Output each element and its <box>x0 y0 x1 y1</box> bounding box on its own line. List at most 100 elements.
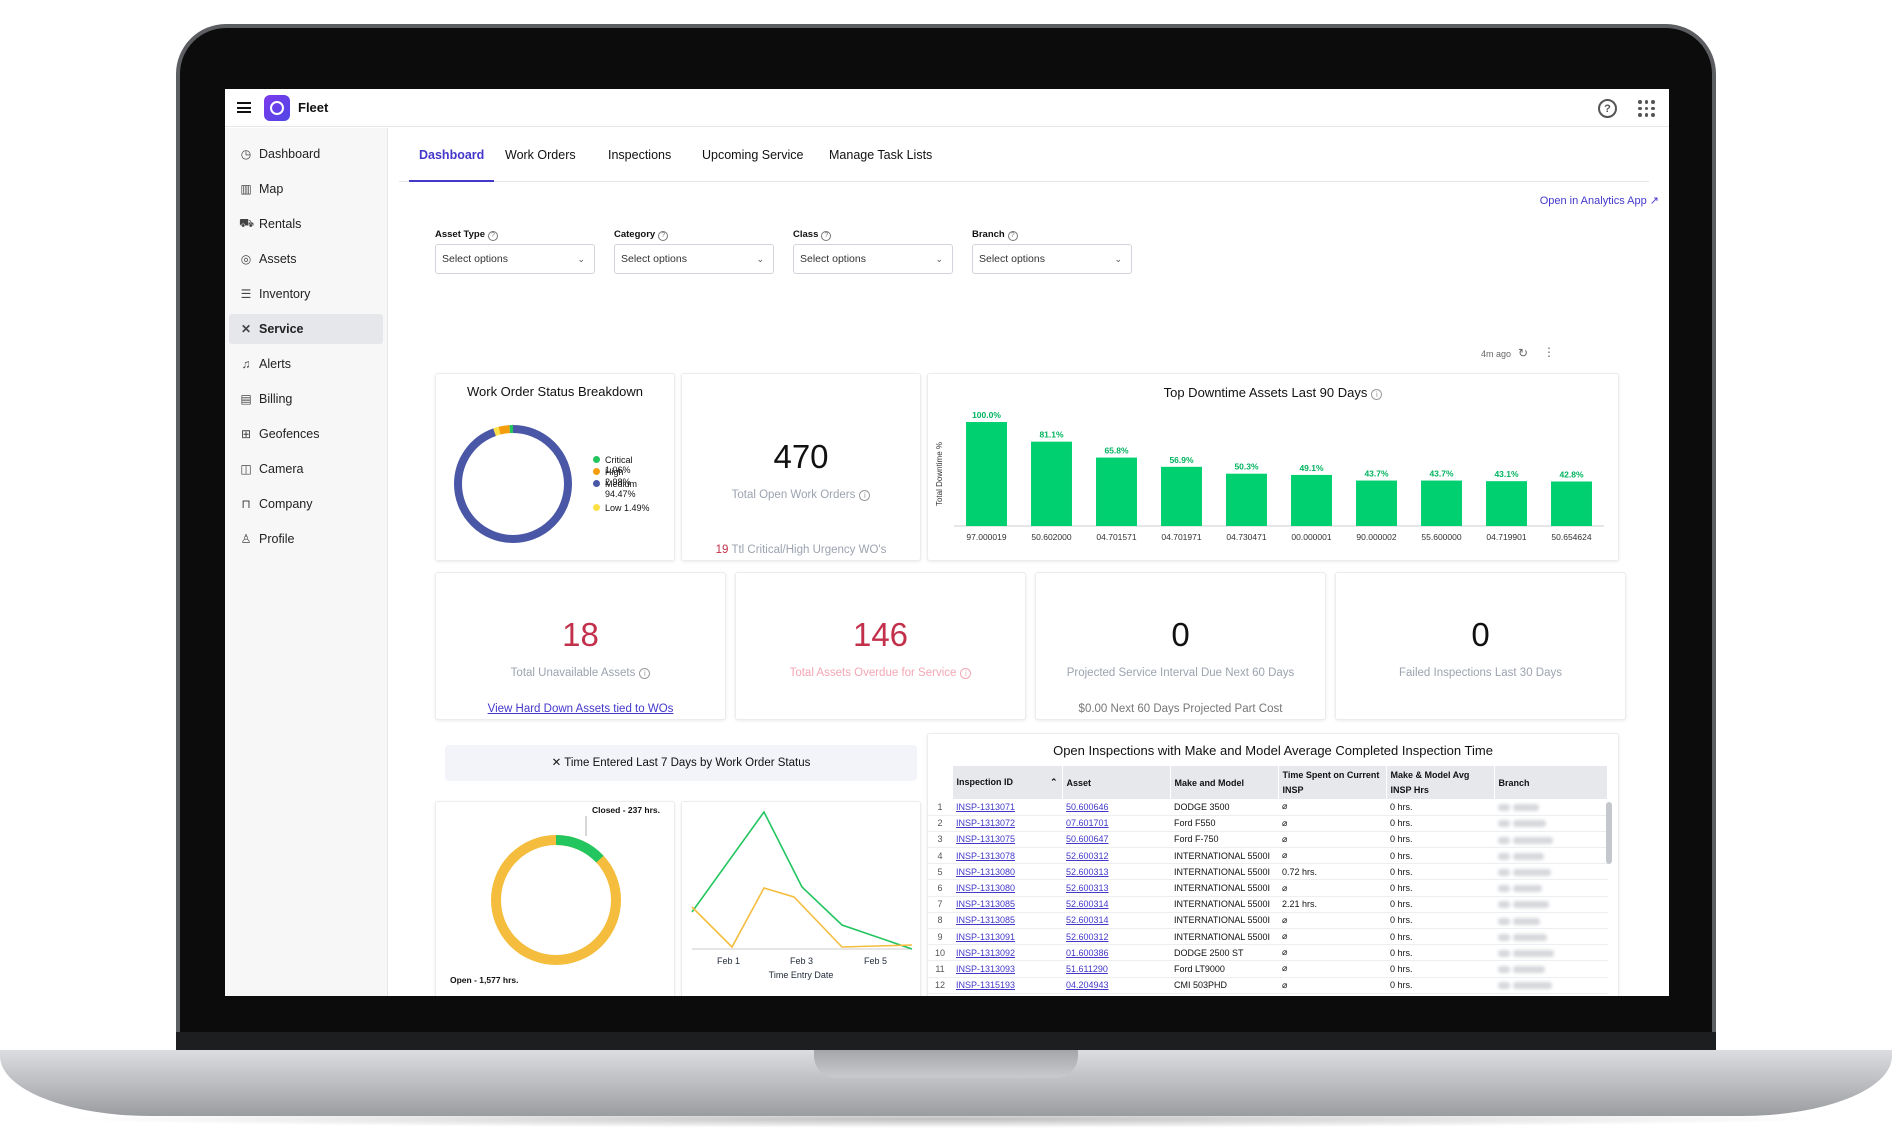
info-icon[interactable]: i <box>1371 389 1383 400</box>
table-row[interactable]: 3 INSP-1313075 50.600647 Ford F-750 ⌀ 0 hrs. <box>928 831 1608 849</box>
table-row[interactable]: 11 INSP-1313093 51.611290 Ford LT9000 ⌀ 0 hrs… <box>928 960 1608 978</box>
view-hard-down-assets-link[interactable]: View Hard Down Assets tied to WOs <box>487 703 674 715</box>
asset-link[interactable]: 52.600313 <box>1062 863 1170 881</box>
refresh-icon[interactable]: ↻ <box>1518 346 1529 360</box>
inspection-id-link[interactable]: INSP-1315193 <box>952 977 1062 994</box>
tab-inspections[interactable]: Inspections <box>608 148 672 162</box>
info-icon[interactable]: i <box>859 490 871 501</box>
time-spent-cell: ⌀ <box>1278 944 1386 962</box>
table-row[interactable]: 5 INSP-1313080 52.600313 INTERNATIONAL 5500… <box>928 863 1608 881</box>
class-select[interactable]: Select options ⌄ <box>793 244 953 274</box>
tab-dashboard[interactable]: Dashboard <box>409 128 495 182</box>
bar-3[interactable] <box>1161 466 1202 526</box>
inspection-id-link[interactable]: INSP-1313092 <box>952 944 1062 962</box>
inspection-id-link[interactable]: INSP-1313075 <box>952 831 1062 849</box>
inspection-id-link[interactable]: INSP-1313080 <box>952 863 1062 881</box>
sidebar-item-camera[interactable]: ◫ Camera <box>229 454 383 484</box>
bar-9[interactable] <box>1551 481 1592 526</box>
bar-5[interactable] <box>1291 474 1332 526</box>
header-inspection-id[interactable]: Inspection ID ⌃ <box>952 766 1063 799</box>
donut-segment-critical[interactable] <box>454 425 572 543</box>
asset-link[interactable]: 50.600647 <box>1062 831 1170 849</box>
inspection-id-link[interactable]: INSP-1313078 <box>952 847 1062 865</box>
asset-type-select[interactable]: Select options ⌄ <box>435 244 595 274</box>
bar-7[interactable] <box>1421 480 1462 526</box>
sidebar-item-company[interactable]: ⊓ Company <box>229 489 383 519</box>
tab-manage-task-lists[interactable]: Manage Task Lists <box>829 148 933 162</box>
donut-segment-closed[interactable] <box>491 835 621 965</box>
sidebar-item-profile[interactable]: ♙ Profile <box>229 524 383 554</box>
bar-4[interactable] <box>1226 473 1267 526</box>
open-inspections-table-wrap: Inspection ID ⌃ Asset Make and Model Tim… <box>928 766 1608 994</box>
bar-1[interactable] <box>1031 441 1072 526</box>
open-analytics-link[interactable]: Open in Analytics App ↗ <box>1539 195 1659 207</box>
sidebar-item-alerts[interactable]: ♫ Alerts <box>229 349 383 379</box>
bar-8[interactable] <box>1486 481 1527 526</box>
table-row[interactable]: 8 INSP-1313085 52.600314 INTERNATIONAL 5500… <box>928 912 1608 930</box>
asset-link[interactable]: 51.611290 <box>1062 960 1170 978</box>
table-row[interactable]: 4 INSP-1313078 52.600312 INTERNATIONAL 5500… <box>928 847 1608 865</box>
asset-link[interactable]: 52.600312 <box>1062 847 1170 865</box>
header-time-spent[interactable]: Time Spent on Current INSP <box>1278 766 1387 799</box>
sidebar-item-geofences[interactable]: ⊞ Geofences <box>229 419 383 449</box>
sidebar-item-service[interactable]: ✕ Service <box>229 314 383 344</box>
help-icon[interactable]: ? <box>1598 99 1617 118</box>
sidebar-item-inventory[interactable]: ☰ Inventory <box>229 279 383 309</box>
table-scrollbar[interactable] <box>1606 802 1612 864</box>
info-icon[interactable]: i <box>639 668 651 679</box>
table-row[interactable]: 1 INSP-1313071 50.600646 DODGE 3500 ⌀ 0 hrs. <box>928 799 1608 816</box>
sidebar-item-billing[interactable]: ▤ Billing <box>229 384 383 414</box>
make-model-cell: INTERNATIONAL 5500I <box>1170 896 1278 913</box>
sidebar-item-map[interactable]: ▥ Map <box>229 174 383 204</box>
sort-asc-icon[interactable]: ⌃ <box>1049 777 1058 787</box>
sidebar-item-rentals[interactable]: ⛟ Rentals <box>229 209 383 239</box>
table-row[interactable]: 6 INSP-1313080 52.600313 INTERNATIONAL 5500… <box>928 879 1608 897</box>
donut-segment-medium[interactable] <box>454 425 572 543</box>
asset-link[interactable]: 52.600312 <box>1062 928 1170 946</box>
header-asset[interactable]: Asset <box>1062 766 1171 799</box>
asset-link[interactable]: 52.600313 <box>1062 879 1170 897</box>
branch-cell <box>1494 863 1608 881</box>
hamburger-menu-icon[interactable] <box>237 102 251 113</box>
header-avg-insp-hrs[interactable]: Make & Model Avg INSP Hrs <box>1386 766 1495 799</box>
category-select[interactable]: Select options ⌄ <box>614 244 774 274</box>
info-icon[interactable]: i <box>960 668 972 679</box>
inspection-id-link[interactable]: INSP-1313072 <box>952 815 1062 832</box>
asset-link[interactable]: 01.600386 <box>1062 944 1170 962</box>
header-branch[interactable]: Branch <box>1494 766 1608 799</box>
bar-6[interactable] <box>1356 480 1397 526</box>
asset-link[interactable]: 52.600314 <box>1062 896 1170 913</box>
branch-select[interactable]: Select options ⌄ <box>972 244 1132 274</box>
bar-value-label: 42.8% <box>1559 469 1584 479</box>
empty-value-icon: ⌀ <box>1282 833 1288 844</box>
time-spent-cell: 0.72 hrs. <box>1278 863 1386 881</box>
inspection-id-link[interactable]: INSP-1313080 <box>952 879 1062 897</box>
service-icon: ✕ <box>240 322 252 336</box>
make-model-cell: INTERNATIONAL 5500I <box>1170 879 1278 897</box>
table-row[interactable]: 9 INSP-1313091 52.600312 INTERNATIONAL 5500… <box>928 928 1608 946</box>
inspection-id-link[interactable]: INSP-1313071 <box>952 799 1062 816</box>
header-make-model[interactable]: Make and Model <box>1170 766 1279 799</box>
sidebar-item-dashboard[interactable]: ◷ Dashboard <box>229 139 383 169</box>
inspection-id-link[interactable]: INSP-1313093 <box>952 960 1062 978</box>
sidebar-item-assets[interactable]: ◎ Assets <box>229 244 383 274</box>
table-row[interactable]: 7 INSP-1313085 52.600314 INTERNATIONAL 5500… <box>928 896 1608 913</box>
legend-critical: Critical 1.06% <box>593 455 633 475</box>
table-row[interactable]: 12 INSP-1315193 04.204943 CMI 503PHD ⌀ 0 hrs. <box>928 977 1608 994</box>
asset-link[interactable]: 50.600646 <box>1062 799 1170 816</box>
apps-grid-icon[interactable] <box>1638 100 1655 117</box>
more-options-icon[interactable]: ⋮ <box>1543 345 1555 359</box>
company-icon: ⊓ <box>241 497 251 511</box>
inspection-id-link[interactable]: INSP-1313091 <box>952 928 1062 946</box>
tab-upcoming-service[interactable]: Upcoming Service <box>702 148 804 162</box>
bar-2[interactable] <box>1096 457 1137 526</box>
inspection-id-link[interactable]: INSP-1313085 <box>952 896 1062 913</box>
table-row[interactable]: 10 INSP-1313092 01.600386 DODGE 2500 ST ⌀ 0 h… <box>928 944 1608 962</box>
asset-link[interactable]: 07.601701 <box>1062 815 1170 832</box>
inspection-id-link[interactable]: INSP-1313085 <box>952 912 1062 930</box>
asset-link[interactable]: 52.600314 <box>1062 912 1170 930</box>
tab-work-orders[interactable]: Work Orders <box>505 148 576 162</box>
asset-link[interactable]: 04.204943 <box>1062 977 1170 994</box>
bar-0[interactable] <box>966 422 1007 526</box>
table-row[interactable]: 2 INSP-1313072 07.601701 Ford F550 ⌀ 0 hrs. <box>928 815 1608 832</box>
